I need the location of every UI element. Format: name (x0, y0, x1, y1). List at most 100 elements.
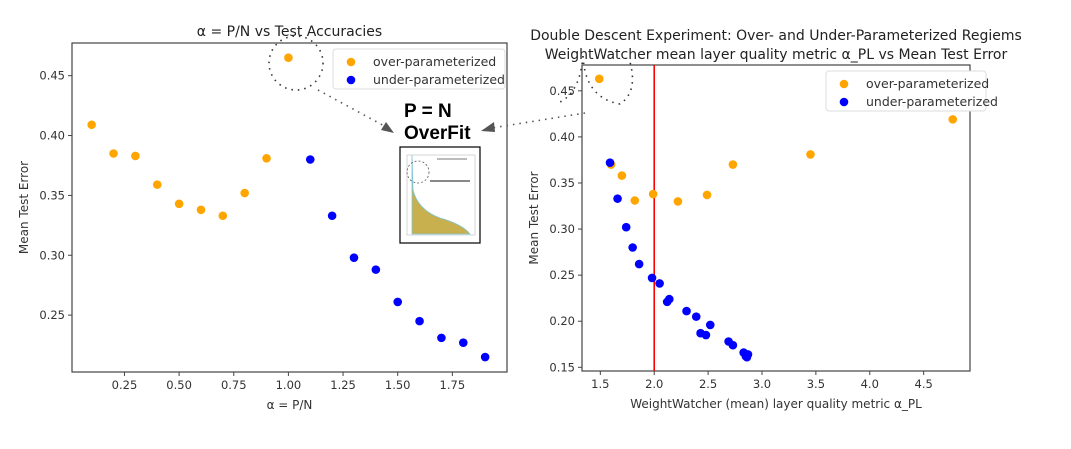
chart-title: Double Descent Experiment: Over- and Und… (530, 28, 1022, 44)
x-tick-label: 4.0 (861, 377, 879, 391)
x-tick-label: 0.25 (112, 378, 138, 392)
legend-marker-over (839, 79, 849, 89)
chart-subtitle: WeightWatcher mean layer quality metric … (545, 47, 1008, 63)
x-tick-label: 1.75 (440, 378, 466, 392)
annotation-line1: P = N (404, 101, 452, 122)
y-tick-label: 0.40 (39, 129, 65, 143)
y-tick-label: 0.45 (549, 84, 575, 98)
data-point-over (152, 180, 162, 189)
data-point-under (605, 158, 615, 167)
data-point-over (87, 120, 96, 130)
data-point-under (647, 273, 657, 283)
annotation: P = N OverFit (268, 35, 634, 244)
y-tick-label: 0.30 (549, 222, 575, 236)
data-point-under (621, 222, 631, 232)
data-point-under (655, 279, 664, 288)
data-point-under (349, 253, 359, 262)
x-tick-label: 1.50 (385, 378, 411, 392)
data-point-over (284, 53, 293, 63)
x-tick-label: 1.00 (276, 378, 302, 392)
x-tick-label: 2.5 (699, 377, 717, 391)
data-point-under (742, 352, 752, 362)
data-point-over (617, 171, 627, 180)
legend: over-parameterized under-parameterized (332, 48, 506, 90)
data-point-over (131, 151, 140, 161)
x-axis-label: α = P/N (267, 398, 313, 412)
left-highlight-circle (268, 35, 324, 91)
data-point-under (458, 338, 468, 347)
x-tick-label: 0.50 (166, 378, 192, 392)
data-point-over (630, 196, 640, 205)
data-point-over (728, 160, 738, 169)
data-point-under (393, 297, 403, 307)
data-point-under (682, 306, 691, 316)
y-tick-label: 0.45 (39, 69, 65, 83)
legend-marker-under (839, 97, 849, 107)
data-point-over (948, 115, 958, 124)
x-tick-label: 3.5 (807, 377, 825, 391)
x-tick-label: 1.5 (591, 377, 609, 391)
data-point-over (174, 199, 184, 209)
left-arrow-line (317, 89, 389, 129)
data-point-under (415, 316, 424, 326)
y-tick-label: 0.35 (549, 176, 575, 190)
data-point-under (705, 320, 715, 330)
plot-area (581, 64, 971, 372)
annotation-line2: OverFit (404, 123, 471, 144)
data-point-under (305, 155, 315, 164)
data-point-under (634, 259, 644, 269)
left-arrow-head (381, 122, 394, 133)
y-tick-label: 0.35 (39, 188, 65, 202)
y-axis-label: Mean Test Error (527, 171, 541, 264)
x-tick-label: 1.25 (330, 378, 356, 392)
x-tick-label: 0.75 (221, 378, 247, 392)
legend-marker-over (346, 57, 356, 67)
right-arrow-head (481, 122, 495, 132)
data-point-over (262, 153, 271, 163)
data-point-under (691, 312, 701, 321)
data-point-under (665, 294, 674, 304)
right-arrow-line (491, 112, 586, 129)
data-point-over (806, 150, 815, 159)
y-tick-label: 0.15 (549, 360, 575, 374)
data-point-under (371, 265, 381, 274)
y-tick-label: 0.25 (549, 268, 575, 282)
data-point-under (327, 211, 337, 221)
data-point-under (437, 333, 446, 343)
data-point-under (613, 194, 622, 203)
x-tick-label: 3.0 (753, 377, 771, 391)
chart-title: α = P/N vs Test Accuracies (197, 24, 382, 40)
data-point-under (728, 340, 738, 350)
data-point-under (628, 243, 637, 252)
legend: over-parameterized under-parameterized (825, 70, 998, 112)
y-tick-label: 0.25 (39, 308, 65, 322)
legend-label: over-parameterized (373, 54, 496, 69)
y-tick-label: 0.30 (39, 248, 65, 262)
data-point-over (109, 149, 118, 158)
data-point-over (196, 205, 206, 215)
x-tick-label: 4.5 (915, 377, 933, 391)
data-point-over (702, 190, 712, 200)
legend-label: under-parameterized (373, 72, 505, 87)
data-point-over (673, 197, 683, 206)
legend-box (825, 70, 987, 112)
right-highlight-circle (582, 55, 634, 105)
data-point-over (218, 211, 228, 221)
y-tick-label: 0.20 (549, 314, 575, 328)
x-axis-label: WeightWatcher (mean) layer quality metri… (630, 397, 922, 411)
data-point-over (648, 189, 658, 199)
esd-inset-image (399, 146, 481, 244)
y-axis-label: Mean Test Error (17, 161, 31, 254)
y-tick-label: 0.40 (549, 130, 575, 144)
legend-box (332, 48, 506, 90)
legend-marker-under (346, 75, 356, 85)
legend-label: over-parameterized (866, 76, 989, 91)
x-tick-label: 2.0 (645, 377, 663, 391)
legend-label: under-parameterized (866, 94, 998, 109)
data-point-over (594, 74, 604, 84)
data-point-under (701, 330, 711, 340)
data-point-under (480, 352, 490, 362)
data-point-over (240, 188, 249, 198)
right-chart: 1.5 2.0 2.5 3.0 3.5 4.0 4.5 0.15 0.20 0.25 0.30 0.3… (527, 28, 1022, 411)
